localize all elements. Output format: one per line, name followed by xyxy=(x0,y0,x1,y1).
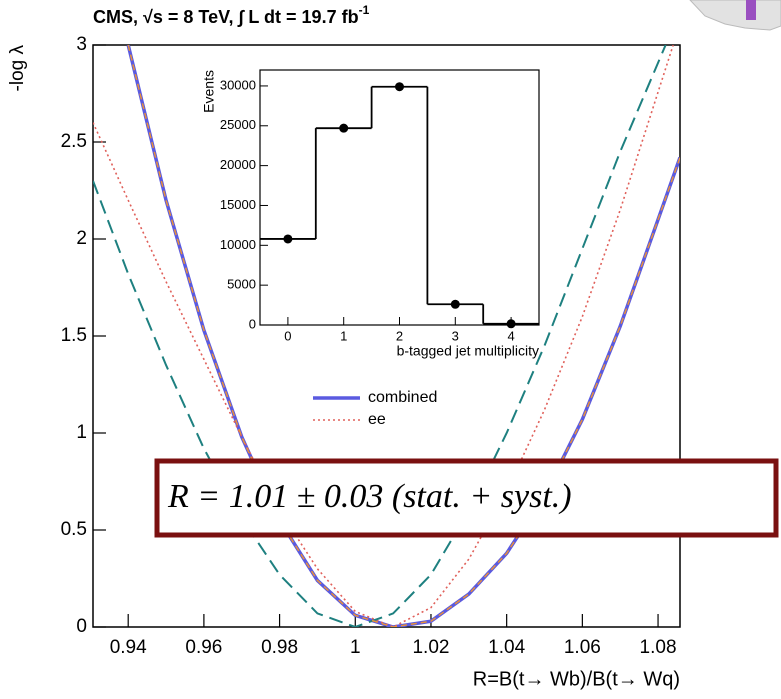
curves xyxy=(93,45,680,627)
x-tick-label: 1.06 xyxy=(564,637,601,658)
y-tick-label: 2 xyxy=(76,228,87,249)
x-tick-label: 4 xyxy=(507,328,514,343)
curve xyxy=(93,45,667,627)
y-tick-label: 3 xyxy=(76,34,87,55)
x-tick-label: 1.08 xyxy=(640,637,677,658)
legend-label: combined xyxy=(368,389,437,406)
corner-decoration xyxy=(689,0,781,31)
y-tick-label: 20000 xyxy=(220,157,256,172)
data-point xyxy=(395,82,404,92)
x-axis-label: b-tagged jet multiplicity xyxy=(397,343,539,359)
title-text: CMS, √s = 8 TeV, ∫ L dt = 19.7 fb xyxy=(93,7,359,27)
annotation: R = 1.01 ± 0.03 (stat. + syst.) xyxy=(167,478,572,515)
x-tick-label: 0.94 xyxy=(110,637,147,658)
y-tick-label: 0 xyxy=(76,616,87,637)
y-tick-label: 15000 xyxy=(220,197,256,212)
inset-plot: 0 1 2 3 4 0 5000 10000 15000 20000 25000 30000 b-tag… xyxy=(201,69,540,359)
y-tick-label: 0 xyxy=(249,316,256,331)
overlay: combined ee R = 1.01 ± 0.03 (stat. + syst.… xyxy=(154,389,779,538)
chart-title: CMS, √s = 8 TeV, ∫ L dt = 19.7 fb-1 xyxy=(93,3,370,27)
x-tick-label: 1 xyxy=(350,637,361,658)
corner-decoration xyxy=(746,0,756,20)
y-tick-label: 0.5 xyxy=(61,519,87,540)
y-tick-label: 30000 xyxy=(220,77,256,92)
data-point xyxy=(450,299,460,309)
curve xyxy=(127,45,680,627)
x-tick-label: 1.04 xyxy=(488,637,525,658)
x-tick-label: 0.98 xyxy=(261,637,298,658)
data-point xyxy=(506,319,516,329)
x-tick-label: 3 xyxy=(452,328,459,343)
x-axis-label: R=B(t→ Wb)/B(t→ Wq) xyxy=(473,668,680,690)
y-tick-label: 1.5 xyxy=(61,325,87,346)
y-tick-label: 1 xyxy=(76,422,87,443)
x-tick-label: 1 xyxy=(340,328,347,343)
y-tick-label: 10000 xyxy=(220,237,256,252)
annotation-box xyxy=(154,458,779,538)
y-tick-label: 25000 xyxy=(220,117,256,132)
title-superscript: -1 xyxy=(359,3,370,17)
x-tick-label: 0.96 xyxy=(185,637,222,658)
inset-frame xyxy=(259,69,540,326)
data-point xyxy=(339,123,349,133)
y-tick-label: 2.5 xyxy=(61,131,87,152)
legend-label: ee xyxy=(368,411,386,428)
data-point xyxy=(283,234,293,244)
x-tick-label: 0 xyxy=(284,328,291,343)
y-tick-label: 5000 xyxy=(227,277,256,292)
x-tick-label: 1.02 xyxy=(412,637,449,658)
y-axis-label: -log λ xyxy=(7,45,28,92)
y-axis-label: Events xyxy=(201,70,217,113)
x-tick-label: 2 xyxy=(396,328,403,343)
